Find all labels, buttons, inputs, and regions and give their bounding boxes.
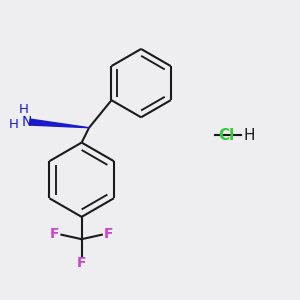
Text: H: H bbox=[244, 128, 255, 142]
Text: H: H bbox=[8, 118, 18, 131]
Text: N: N bbox=[22, 115, 32, 129]
Text: F: F bbox=[103, 227, 113, 241]
Text: H: H bbox=[19, 103, 28, 116]
Text: F: F bbox=[77, 256, 86, 270]
Polygon shape bbox=[29, 119, 89, 128]
Text: Cl: Cl bbox=[218, 128, 235, 142]
Text: F: F bbox=[50, 227, 60, 241]
